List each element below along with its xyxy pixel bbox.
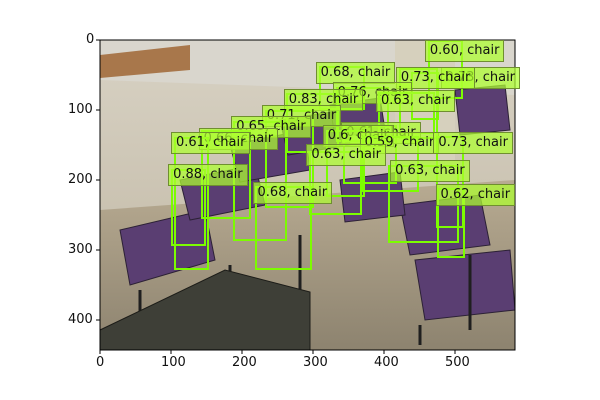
detection-label: 0.68, chair [252,181,333,204]
x-tick-label: 0 [96,355,105,370]
detection-label: 0.63, chair [306,144,386,167]
detection-label: 0.63, chair [375,90,456,113]
x-ticks [99,350,456,354]
detection-label: 0.63, chair [390,160,470,183]
y-tick-label: 0 [86,32,95,47]
y-tick-label: 400 [68,312,93,327]
detection-label: 0.62, chair [435,183,516,206]
detection-label: 0.68, chair [315,61,396,84]
x-tick-label: 300 [303,355,328,370]
detection-label: 0.60, chair [424,40,505,62]
detection-label: 0.88, chair [168,164,248,186]
x-tick-label: 500 [445,355,470,370]
detection-label: 0.73, chair [433,131,513,154]
y-tick-label: 300 [68,242,93,257]
x-tick-label: 400 [374,355,399,370]
x-tick-label: 200 [232,355,257,370]
detection-label: 0.61, chair [170,131,251,154]
y-tick-label: 200 [68,172,93,187]
detection-label: 0.73, chair [395,66,476,89]
x-tick-label: 100 [161,355,186,370]
y-ticks [96,39,100,321]
y-tick-label: 100 [68,102,93,117]
